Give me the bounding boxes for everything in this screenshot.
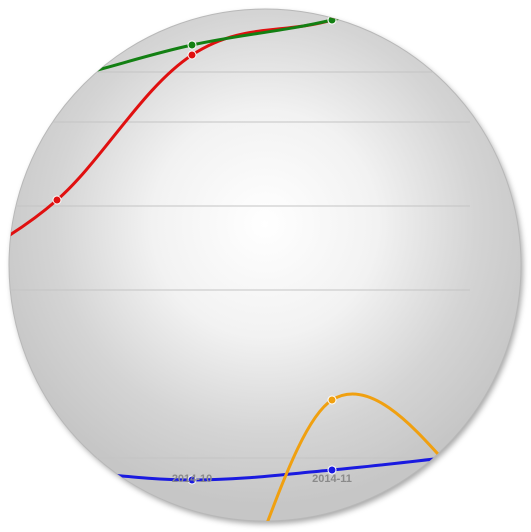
data-point[interactable] bbox=[464, 480, 474, 490]
grid bbox=[9, 71, 470, 459]
data-point[interactable] bbox=[52, 195, 62, 205]
data-point[interactable] bbox=[52, 75, 62, 85]
x-tick-label: 2014-10 bbox=[172, 473, 212, 485]
data-point[interactable] bbox=[52, 470, 62, 480]
x-axis: 2014-10 2014-11 bbox=[172, 473, 352, 485]
x-tick-label: 2014-11 bbox=[312, 473, 352, 485]
data-point[interactable] bbox=[52, 465, 62, 475]
data-point[interactable] bbox=[327, 465, 337, 475]
data-point[interactable] bbox=[187, 50, 197, 60]
data-point[interactable] bbox=[187, 475, 197, 485]
data-point[interactable] bbox=[464, 450, 474, 460]
data-point[interactable] bbox=[187, 40, 197, 50]
data-point[interactable] bbox=[327, 395, 337, 405]
plot-disc bbox=[8, 8, 522, 522]
data-point[interactable] bbox=[327, 15, 337, 25]
